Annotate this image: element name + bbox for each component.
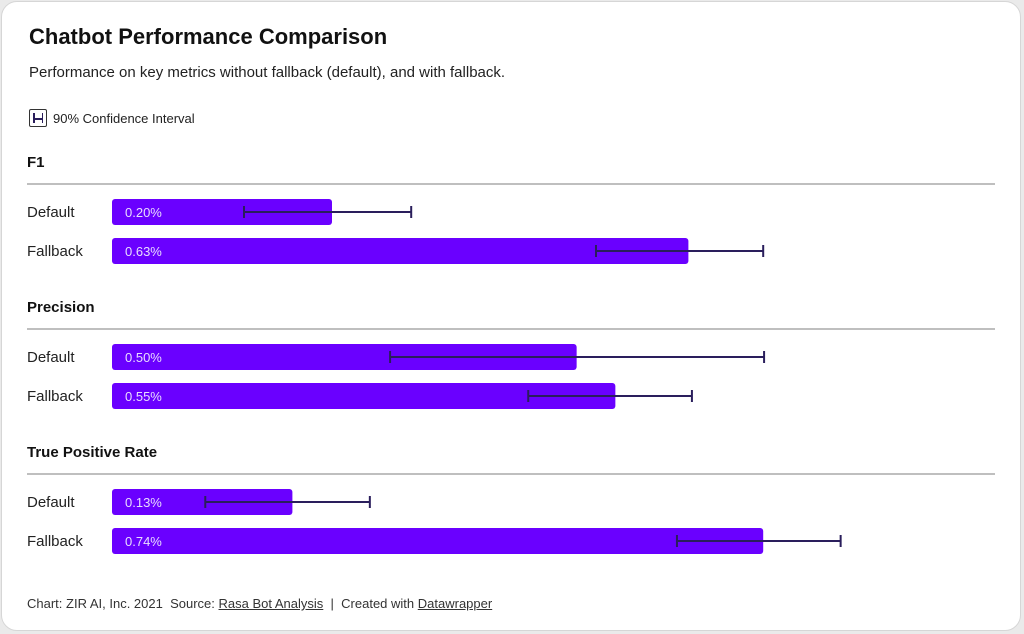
created-label: Created with [341, 596, 415, 611]
footer: Chart: ZIR AI, Inc. 2021 Source: Rasa Bo… [27, 596, 492, 611]
chart-title: Chatbot Performance Comparison [29, 24, 388, 49]
source-link[interactable]: Rasa Bot Analysis [218, 596, 324, 611]
chart-credit: Chart: ZIR AI, Inc. 2021 [27, 596, 163, 611]
chart-subtitle: Performance on key metrics without fallb… [29, 64, 506, 81]
group-title: True Positive Rate [27, 444, 157, 461]
footer-separator: | [330, 596, 334, 611]
bar-value-label: 0.50% [125, 350, 162, 365]
legend-label: 90% Confidence Interval [53, 110, 195, 126]
row-label: Default [27, 204, 75, 221]
bar-value-label: 0.13% [125, 495, 162, 510]
row-label: Fallback [27, 533, 83, 550]
bar-value-label: 0.63% [125, 244, 162, 259]
bar [112, 383, 616, 409]
bar [112, 238, 689, 264]
bar [112, 489, 293, 515]
bar-value-label: 0.55% [125, 389, 162, 404]
datawrapper-link[interactable]: Datawrapper [417, 596, 493, 611]
bar-value-label: 0.20% [125, 205, 162, 220]
confidence-interval-icon [29, 109, 47, 127]
bar [112, 528, 764, 554]
row-label: Default [27, 349, 75, 366]
group-title: Precision [27, 299, 95, 316]
row-label: Fallback [27, 243, 83, 260]
row-label: Fallback [27, 388, 83, 405]
bar [112, 199, 332, 225]
row-label: Default [27, 494, 75, 511]
legend: 90% Confidence Interval [29, 109, 195, 127]
bar-value-label: 0.74% [125, 534, 162, 549]
group-title: F1 [27, 154, 45, 171]
source-label: Source: [170, 596, 215, 611]
bar [112, 344, 577, 370]
